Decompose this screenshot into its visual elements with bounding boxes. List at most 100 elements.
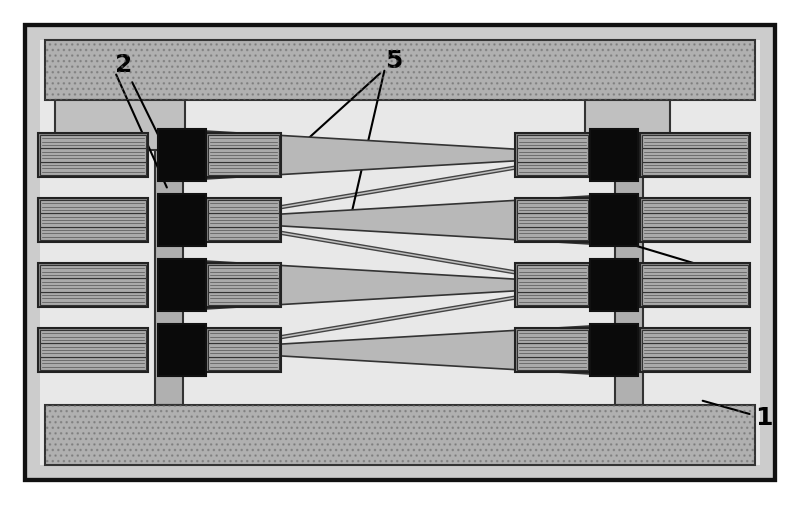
Bar	[158, 324, 206, 376]
Bar	[208, 292, 279, 305]
Bar	[206, 328, 281, 372]
Bar	[38, 328, 148, 372]
Bar	[642, 292, 748, 305]
Bar	[517, 162, 588, 175]
Bar	[615, 100, 643, 405]
Bar	[40, 135, 146, 149]
Bar	[642, 265, 748, 278]
Bar	[40, 200, 146, 213]
Bar	[208, 227, 279, 240]
Bar	[640, 263, 750, 307]
Bar	[158, 342, 183, 358]
Bar	[642, 356, 748, 370]
Bar	[45, 405, 755, 465]
Polygon shape	[205, 326, 590, 374]
Bar	[615, 277, 638, 293]
Bar	[642, 213, 748, 227]
Bar	[642, 227, 748, 240]
Bar	[208, 162, 279, 175]
Bar	[517, 265, 588, 278]
Bar	[208, 265, 279, 278]
Bar	[517, 343, 588, 356]
Bar	[615, 147, 638, 163]
Bar	[590, 259, 638, 311]
Bar	[208, 330, 279, 343]
Bar	[45, 40, 755, 100]
Bar	[208, 278, 279, 292]
Bar	[615, 212, 638, 228]
Bar	[158, 212, 183, 228]
Bar	[206, 133, 281, 177]
Bar	[517, 292, 588, 305]
Bar	[158, 129, 206, 181]
Bar	[642, 278, 748, 292]
Bar	[517, 278, 588, 292]
Bar	[40, 227, 146, 240]
Bar	[642, 162, 748, 175]
Bar	[38, 263, 148, 307]
Bar	[40, 292, 146, 305]
Bar	[515, 133, 590, 177]
Bar	[642, 149, 748, 162]
Bar	[45, 40, 755, 100]
Bar	[158, 259, 206, 311]
Bar	[206, 263, 281, 307]
Bar	[208, 200, 279, 213]
Bar	[208, 343, 279, 356]
Bar	[40, 149, 146, 162]
Bar	[25, 25, 775, 480]
Bar	[40, 278, 146, 292]
Bar	[517, 330, 588, 343]
Bar	[642, 343, 748, 356]
Text: 1: 1	[702, 401, 773, 430]
Bar	[517, 356, 588, 370]
Bar	[517, 135, 588, 149]
Bar	[40, 40, 760, 465]
Polygon shape	[205, 131, 590, 179]
Bar	[40, 162, 146, 175]
Polygon shape	[205, 219, 590, 286]
Bar	[40, 213, 146, 227]
Bar	[515, 263, 590, 307]
Polygon shape	[205, 196, 590, 244]
Bar	[158, 147, 183, 163]
Bar	[590, 324, 638, 376]
Bar	[40, 330, 146, 343]
Bar	[206, 198, 281, 242]
Bar	[38, 198, 148, 242]
Bar	[40, 265, 146, 278]
Bar	[642, 135, 748, 149]
Bar	[517, 200, 588, 213]
Bar	[640, 198, 750, 242]
Bar	[642, 200, 748, 213]
Text: 4: 4	[553, 221, 735, 285]
Bar	[158, 194, 206, 246]
Bar	[25, 25, 775, 480]
Text: 5: 5	[292, 49, 402, 153]
Polygon shape	[205, 154, 590, 222]
Bar	[640, 133, 750, 177]
Bar	[155, 100, 183, 405]
Bar	[208, 356, 279, 370]
Bar	[517, 227, 588, 240]
Bar	[640, 328, 750, 372]
Bar	[615, 342, 638, 358]
Bar	[590, 129, 638, 181]
Polygon shape	[205, 283, 590, 351]
Bar	[55, 100, 185, 150]
Polygon shape	[205, 261, 590, 309]
Bar	[515, 328, 590, 372]
Bar	[38, 133, 148, 177]
Bar	[40, 356, 146, 370]
Bar	[585, 100, 670, 150]
Bar	[158, 277, 183, 293]
Bar	[515, 198, 590, 242]
Bar	[642, 330, 748, 343]
Bar	[45, 405, 755, 465]
Bar	[517, 213, 588, 227]
Bar	[208, 149, 279, 162]
Text: 2: 2	[115, 53, 166, 153]
Bar	[40, 343, 146, 356]
Bar	[208, 135, 279, 149]
Bar	[208, 213, 279, 227]
